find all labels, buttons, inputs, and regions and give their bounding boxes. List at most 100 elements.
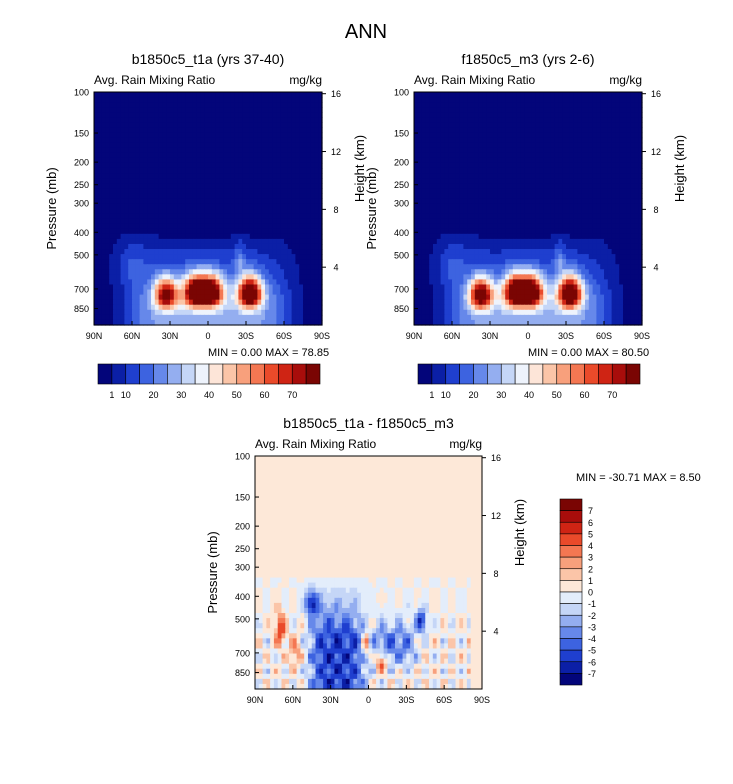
heatmap-cell <box>177 162 182 169</box>
heatmap-cell <box>284 97 289 103</box>
heatmap-cell <box>592 112 597 118</box>
heatmap-cell <box>185 218 190 225</box>
heatmap-cell <box>467 132 472 139</box>
heatmap-cell <box>421 178 426 184</box>
heatmap-cell <box>459 233 464 240</box>
heatmap-cell <box>467 193 472 199</box>
heatmap-cell <box>192 319 198 326</box>
heatmap-cell <box>170 183 175 189</box>
heatmap-cell <box>493 243 499 250</box>
heatmap-cell <box>173 208 179 215</box>
heatmap-cell <box>588 107 594 113</box>
heatmap-cell <box>417 112 423 118</box>
heatmap-cell <box>509 167 514 174</box>
heatmap-cell <box>554 243 559 250</box>
heatmap-cell <box>200 127 205 134</box>
heatmap-cell <box>535 183 540 189</box>
heatmap-cell <box>509 233 514 240</box>
heatmap-cell <box>227 178 232 184</box>
heatmap-cell <box>105 198 110 205</box>
heatmap-cell <box>528 203 533 210</box>
heatmap-cell <box>634 193 639 199</box>
heatmap-cell <box>585 92 590 98</box>
heatmap-cell <box>189 284 194 291</box>
heatmap-cell <box>562 137 567 144</box>
heatmap-cell <box>173 147 179 154</box>
heatmap-cell <box>558 142 563 149</box>
heatmap-cell <box>318 178 323 184</box>
heatmap-cell <box>505 178 510 184</box>
heatmap-cell <box>287 102 293 108</box>
heatmap-cell <box>501 203 506 210</box>
heatmap-cell <box>208 208 213 215</box>
heatmap-cell <box>105 188 110 194</box>
heatmap-cell <box>265 173 270 179</box>
heatmap-cell <box>585 259 590 265</box>
heatmap-cell <box>310 319 315 326</box>
heatmap-cell <box>151 249 156 255</box>
heatmap-cell <box>208 254 213 260</box>
heatmap-cell <box>581 238 586 245</box>
heatmap-cell <box>295 203 300 210</box>
heatmap-cell <box>143 264 148 270</box>
heatmap-cell <box>230 299 236 306</box>
heatmap-cell <box>284 162 289 169</box>
heatmap-cell <box>227 173 232 179</box>
heatmap-cell <box>287 183 293 189</box>
heatmap-cell <box>204 279 209 286</box>
heatmap-cell <box>280 233 285 240</box>
heatmap-cell <box>314 92 319 98</box>
heatmap-cell <box>227 228 232 235</box>
heatmap-cell <box>547 238 552 245</box>
heatmap-cell <box>276 193 281 199</box>
heatmap-cell <box>596 132 601 139</box>
heatmap-cell <box>287 167 293 174</box>
heatmap-cell <box>135 127 141 134</box>
heatmap-cell <box>471 228 476 235</box>
heatmap-cell <box>607 188 613 194</box>
heatmap-cell <box>132 279 137 286</box>
heatmap-cell <box>208 249 213 255</box>
heatmap-cell <box>512 208 518 215</box>
heatmap-cell <box>276 228 281 235</box>
heatmap-cell <box>109 289 114 296</box>
heatmap-cell <box>425 162 430 169</box>
heatmap-cell <box>452 157 457 164</box>
heatmap-cell <box>162 314 167 321</box>
heatmap-cell <box>478 137 483 144</box>
heatmap-cell <box>303 92 308 98</box>
heatmap-cell <box>596 203 601 210</box>
heatmap-cell <box>600 112 605 118</box>
heatmap-cell <box>227 203 232 210</box>
heatmap-cell <box>512 107 518 113</box>
heatmap-cell <box>306 117 312 123</box>
heatmap-cell <box>543 254 548 260</box>
heatmap-cell <box>459 178 464 184</box>
heatmap-cell <box>482 223 487 230</box>
heatmap-cell <box>166 279 171 286</box>
heatmap-cell <box>474 208 480 215</box>
heatmap-cell <box>166 183 171 189</box>
heatmap-cell <box>284 147 289 154</box>
heatmap-cell <box>181 208 186 215</box>
heatmap-cell <box>497 193 502 199</box>
heatmap-cell <box>116 97 122 103</box>
heatmap-cell <box>414 274 419 281</box>
heatmap-cell <box>474 249 480 255</box>
heatmap-cell <box>147 132 152 139</box>
heatmap-cell <box>478 122 483 129</box>
heatmap-cell <box>573 218 578 225</box>
heatmap-cell <box>124 92 129 98</box>
heatmap-cell <box>253 243 258 250</box>
heatmap-cell <box>223 289 228 296</box>
heatmap-cell <box>295 112 300 118</box>
heatmap-cell <box>528 107 533 113</box>
heatmap-cell <box>588 193 594 199</box>
heatmap-cell <box>196 137 201 144</box>
heatmap-cell <box>467 218 472 225</box>
heatmap-cell <box>234 97 239 103</box>
heatmap-cell <box>196 243 201 250</box>
heatmap-cell <box>268 249 274 255</box>
colorbar-swatch <box>305 363 321 385</box>
heatmap-cell <box>619 167 624 174</box>
